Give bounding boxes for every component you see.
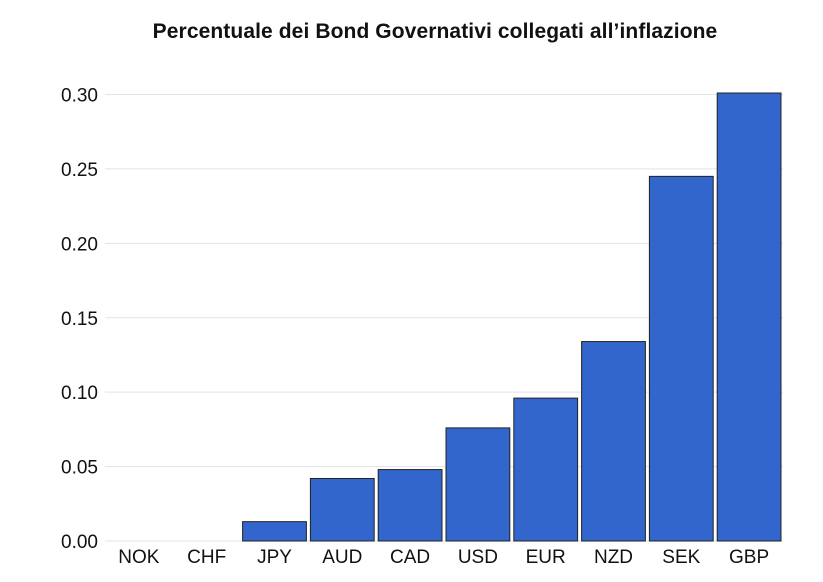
y-tick-label: 0.25: [61, 160, 98, 181]
x-axis-ticks: NOK CHF JPY AUD CAD USD EUR NZD SEK GBP: [118, 547, 769, 568]
y-tick-label: 0.00: [61, 532, 98, 553]
bar-sek: [648, 175, 714, 542]
x-tick-label: EUR: [526, 547, 566, 568]
y-tick-label: 0.05: [61, 458, 98, 479]
x-tick-label: NZD: [594, 547, 633, 568]
bar-jpy: [242, 521, 307, 542]
x-tick-label: CHF: [187, 547, 226, 568]
x-tick-label: JPY: [257, 547, 292, 568]
x-tick-label: AUD: [322, 547, 362, 568]
x-tick-label: CAD: [390, 547, 430, 568]
y-axis-ticks: 0.00 0.05 0.10 0.15 0.20 0.25 0.30: [61, 86, 98, 554]
bars: [242, 92, 782, 542]
bar-eur: [513, 397, 579, 542]
y-tick-label: 0.20: [61, 234, 98, 255]
x-tick-label: GBP: [729, 547, 769, 568]
chart-title: Percentuale dei Bond Governativi collega…: [152, 20, 718, 43]
bar-nzd: [581, 341, 646, 542]
x-tick-label: USD: [458, 547, 498, 568]
bar-gbp: [716, 92, 782, 542]
y-tick-label: 0.10: [61, 383, 98, 404]
bar-cad: [377, 469, 443, 542]
bar-usd: [445, 427, 511, 542]
bar-aud: [309, 477, 375, 542]
x-tick-label: SEK: [662, 547, 700, 568]
y-tick-label: 0.15: [61, 309, 98, 330]
x-tick-label: NOK: [118, 547, 160, 568]
y-tick-label: 0.30: [61, 86, 98, 107]
